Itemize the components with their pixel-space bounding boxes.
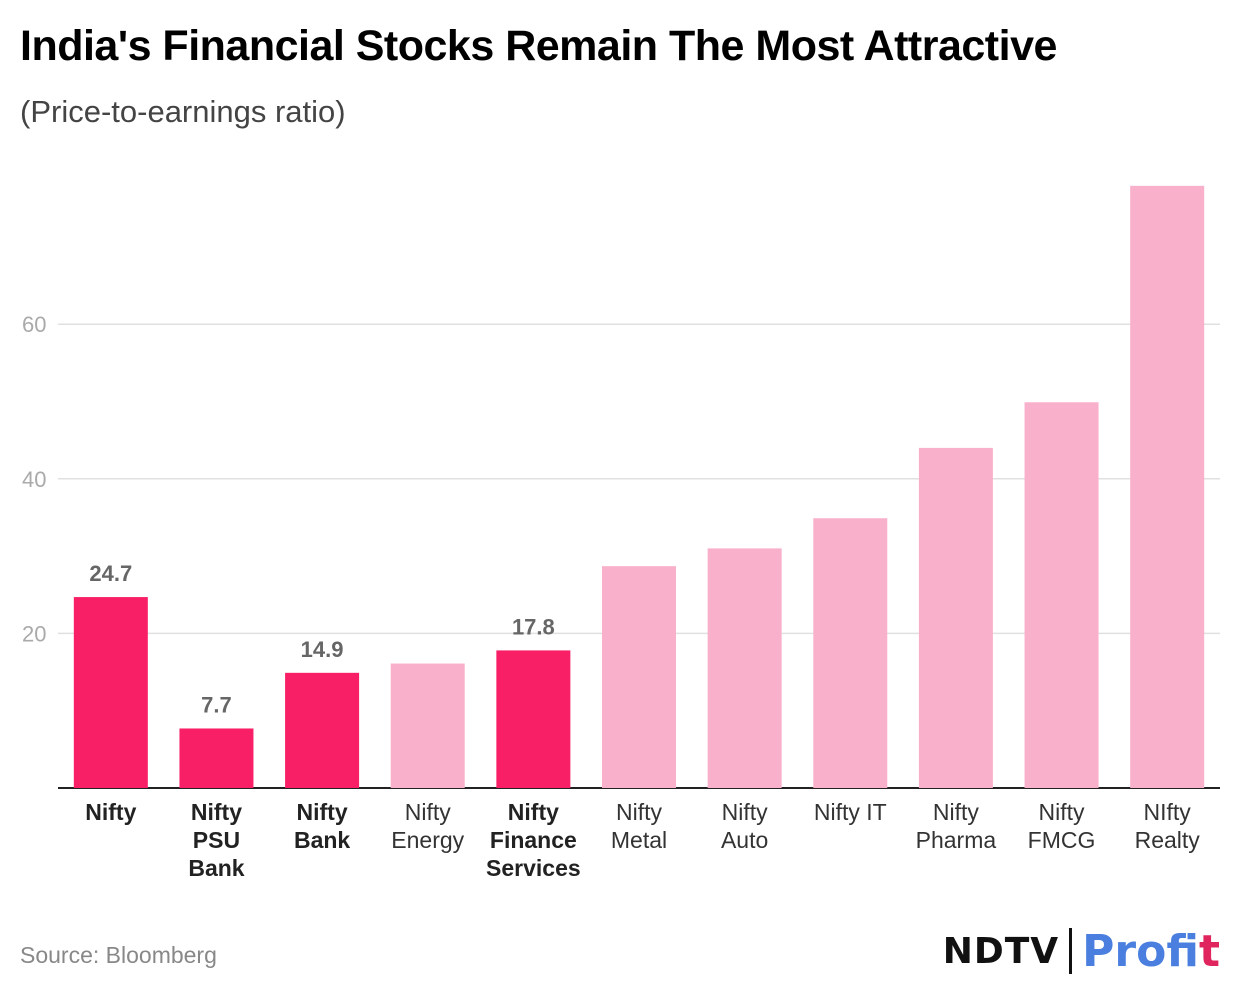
bar-nifty-energy xyxy=(390,663,465,788)
x-tick-label: Nifty xyxy=(85,799,136,825)
x-tick-label: NIfty Realty xyxy=(1135,799,1201,853)
bar-nifty-fmcg xyxy=(1024,402,1099,788)
bar-nifty-pharma xyxy=(918,447,993,788)
bar-nifty-bank xyxy=(285,672,360,788)
bar-chart: 20 40 60 24.7 Nifty 7.7 Nifty PSU Bank 14.9 Nifty… xyxy=(22,185,1220,881)
y-tick-label: 40 xyxy=(22,467,46,492)
data-label: 14.9 xyxy=(301,637,344,662)
bar-nifty-psu-bank xyxy=(179,728,254,788)
x-tick-label: Nifty FMCG xyxy=(1028,799,1096,853)
ndtv-profit-logo: NDTV Profit xyxy=(942,925,1220,977)
source-note: Source: Bloomberg xyxy=(20,942,217,968)
data-label: 17.8 xyxy=(512,614,555,639)
bar-nifty-realty xyxy=(1130,185,1205,788)
logo-ndtv-text: NDTV xyxy=(942,930,1060,972)
bar-nifty xyxy=(73,597,148,788)
x-tick-label: Nifty Auto xyxy=(721,799,768,853)
logo-profit-text: Profit xyxy=(1082,925,1220,977)
data-label: 24.7 xyxy=(89,561,132,586)
x-tick-label: Nifty Energy xyxy=(391,799,464,853)
x-tick-label: Nifty Finance Services xyxy=(486,799,581,881)
x-tick-label: Nifty PSU Bank xyxy=(188,799,244,881)
y-tick-label: 60 xyxy=(22,312,46,337)
y-tick-label: 20 xyxy=(22,621,46,646)
x-tick-label: Nifty IT xyxy=(814,799,887,825)
data-label: 7.7 xyxy=(201,692,232,717)
bar-nifty-it xyxy=(813,518,888,788)
x-tick-label: Nifty Pharma xyxy=(916,799,997,853)
bar-nifty-metal xyxy=(602,566,676,788)
x-tick-label: Nifty Metal xyxy=(611,799,667,853)
chart-title: India's Financial Stocks Remain The Most… xyxy=(20,22,1057,70)
logo-divider xyxy=(1069,928,1073,974)
chart-subtitle: (Price-to-earnings ratio) xyxy=(20,94,346,129)
bar-nifty-finance-services xyxy=(496,650,571,788)
bar-nifty-auto xyxy=(707,548,782,788)
x-tick-label: Nifty Bank xyxy=(294,799,350,853)
